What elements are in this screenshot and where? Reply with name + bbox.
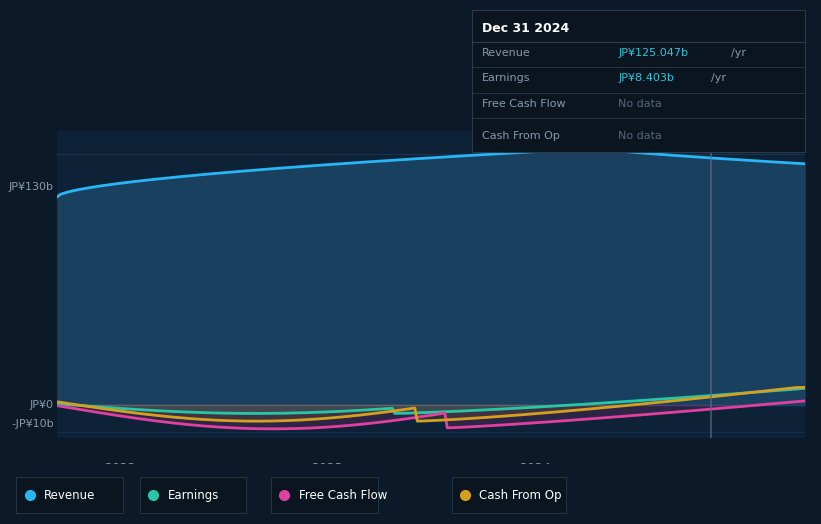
- Text: Free Cash Flow: Free Cash Flow: [299, 488, 388, 501]
- Text: No data: No data: [618, 99, 663, 109]
- Text: JP¥130b: JP¥130b: [9, 182, 53, 192]
- Text: Cash From Op: Cash From Op: [479, 488, 562, 501]
- Text: Dec 31 2024: Dec 31 2024: [482, 22, 569, 35]
- FancyBboxPatch shape: [452, 477, 566, 513]
- Text: /yr: /yr: [732, 48, 746, 58]
- Text: 2022: 2022: [104, 462, 135, 475]
- Text: -JP¥10b: -JP¥10b: [11, 419, 53, 429]
- Text: Earnings: Earnings: [482, 73, 530, 83]
- Text: Revenue: Revenue: [44, 488, 96, 501]
- Text: JP¥8.403b: JP¥8.403b: [618, 73, 674, 83]
- FancyBboxPatch shape: [140, 477, 246, 513]
- Text: Cash From Op: Cash From Op: [482, 131, 560, 141]
- Text: No data: No data: [618, 131, 663, 141]
- Text: Past: Past: [722, 138, 745, 148]
- Text: Revenue: Revenue: [482, 48, 531, 58]
- Text: 2024: 2024: [519, 462, 551, 475]
- Text: /yr: /yr: [712, 73, 727, 83]
- Text: Free Cash Flow: Free Cash Flow: [482, 99, 566, 109]
- Text: JP¥125.047b: JP¥125.047b: [618, 48, 688, 58]
- FancyBboxPatch shape: [16, 477, 123, 513]
- Text: 2023: 2023: [311, 462, 343, 475]
- FancyBboxPatch shape: [271, 477, 378, 513]
- Text: Earnings: Earnings: [167, 488, 219, 501]
- Text: JP¥0: JP¥0: [30, 400, 53, 410]
